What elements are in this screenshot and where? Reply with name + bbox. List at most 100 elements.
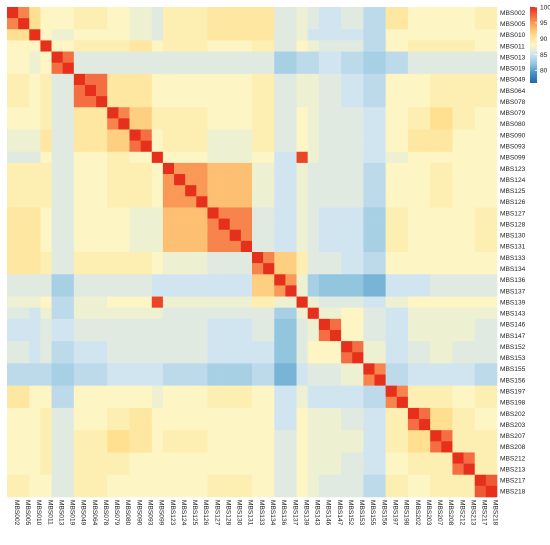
- heatmap-cell: [73, 296, 86, 308]
- heatmap-cell: [441, 285, 453, 297]
- heatmap-cell: [341, 396, 353, 409]
- heatmap-cell: [463, 263, 476, 275]
- heatmap-cell: [329, 274, 342, 286]
- heatmap-cell: [140, 307, 153, 320]
- heatmap-cell: [73, 463, 86, 476]
- heatmap-cell: [252, 485, 264, 498]
- heatmap-cell: [430, 252, 442, 264]
- heatmap-cell: [207, 51, 219, 63]
- legend-color-bar: [530, 7, 537, 83]
- heatmap-cell: [40, 174, 52, 186]
- heatmap-cell: [118, 296, 130, 308]
- heatmap-cell: [84, 485, 97, 498]
- heatmap-cell: [18, 318, 30, 331]
- heatmap-cell: [307, 474, 320, 487]
- heatmap-cell: [129, 452, 141, 464]
- heatmap-cell: [51, 452, 63, 464]
- heatmap-cell: [129, 463, 141, 476]
- column-label: MBS147: [336, 500, 343, 526]
- heatmap-cell: [285, 419, 297, 431]
- heatmap-cell: [285, 474, 297, 487]
- heatmap-cell: [285, 318, 297, 331]
- column-label: MBS127: [213, 500, 220, 526]
- heatmap-cell: [51, 307, 63, 320]
- heatmap-cell: [252, 218, 264, 231]
- heatmap-cell: [51, 463, 63, 476]
- heatmap-cell: [329, 430, 342, 442]
- heatmap-cell: [352, 129, 364, 141]
- heatmap-cell: [196, 62, 208, 75]
- heatmap-cell: [296, 151, 308, 164]
- heatmap-cell: [419, 151, 431, 164]
- row-label: MBS123: [500, 166, 526, 173]
- heatmap-cell: [274, 207, 286, 219]
- heatmap-cell: [129, 352, 141, 364]
- heatmap-cell: [441, 252, 453, 264]
- heatmap-cell: [51, 174, 63, 186]
- heatmap-cell: [419, 318, 431, 331]
- heatmap-cell: [352, 162, 364, 175]
- heatmap-cell: [118, 274, 130, 286]
- heatmap-cell: [452, 374, 464, 386]
- heatmap-cell: [62, 73, 75, 86]
- heatmap-cell: [474, 62, 487, 75]
- heatmap-cell: [40, 129, 52, 141]
- heatmap-cell: [174, 352, 186, 364]
- heatmap-cell: [485, 452, 498, 464]
- heatmap-cell: [240, 107, 253, 119]
- heatmap-cell: [162, 385, 175, 398]
- heatmap-cell: [207, 441, 219, 453]
- heatmap-cell: [73, 452, 86, 464]
- heatmap-cell: [207, 240, 219, 253]
- heatmap-cell: [18, 441, 30, 453]
- heatmap-cell: [341, 118, 353, 130]
- heatmap-cell: [196, 419, 208, 431]
- heatmap-cell: [73, 207, 86, 219]
- heatmap-cell: [151, 263, 164, 275]
- heatmap-cell: [374, 196, 386, 208]
- column-label: MBS125: [191, 500, 198, 526]
- heatmap-cell: [84, 430, 97, 442]
- heatmap-cell: [374, 363, 386, 375]
- heatmap-cell: [207, 419, 219, 431]
- heatmap-cell: [84, 285, 97, 297]
- heatmap-cell: [463, 452, 476, 464]
- heatmap-cell: [285, 307, 297, 320]
- heatmap-cell: [285, 118, 297, 130]
- heatmap-cell: [151, 329, 164, 342]
- heatmap-cell: [174, 40, 186, 52]
- heatmap-cell: [463, 318, 476, 331]
- heatmap-cell: [84, 296, 97, 308]
- heatmap-cell: [7, 207, 19, 219]
- heatmap-cell: [396, 385, 409, 398]
- heatmap-cell: [274, 352, 286, 364]
- heatmap-cell: [374, 252, 386, 264]
- heatmap-cell: [385, 419, 398, 431]
- heatmap-cell: [129, 84, 141, 97]
- heatmap-cell: [474, 84, 487, 97]
- heatmap-cell: [140, 263, 153, 275]
- heatmap-cell: [318, 485, 331, 498]
- heatmap-cell: [263, 430, 275, 442]
- heatmap-cell: [385, 96, 398, 108]
- heatmap-cell: [307, 396, 320, 409]
- heatmap-cell: [218, 129, 231, 141]
- heatmap-cell: [240, 207, 253, 219]
- heatmap-cell: [341, 229, 353, 242]
- heatmap-cell: [374, 385, 386, 398]
- heatmap-cell: [419, 185, 431, 197]
- heatmap-cell: [396, 196, 409, 208]
- heatmap-cell: [263, 307, 275, 320]
- heatmap-cell: [374, 174, 386, 186]
- heatmap-cell: [40, 352, 52, 364]
- heatmap-cell: [396, 329, 409, 342]
- heatmap-cell: [285, 185, 297, 197]
- heatmap-cell: [129, 40, 141, 52]
- heatmap-cell: [463, 96, 476, 108]
- heatmap-cell: [474, 140, 487, 153]
- heatmap-cell: [419, 374, 431, 386]
- heatmap-cell: [218, 196, 231, 208]
- heatmap-cell: [441, 7, 453, 19]
- heatmap-cell: [174, 285, 186, 297]
- heatmap-cell: [329, 374, 342, 386]
